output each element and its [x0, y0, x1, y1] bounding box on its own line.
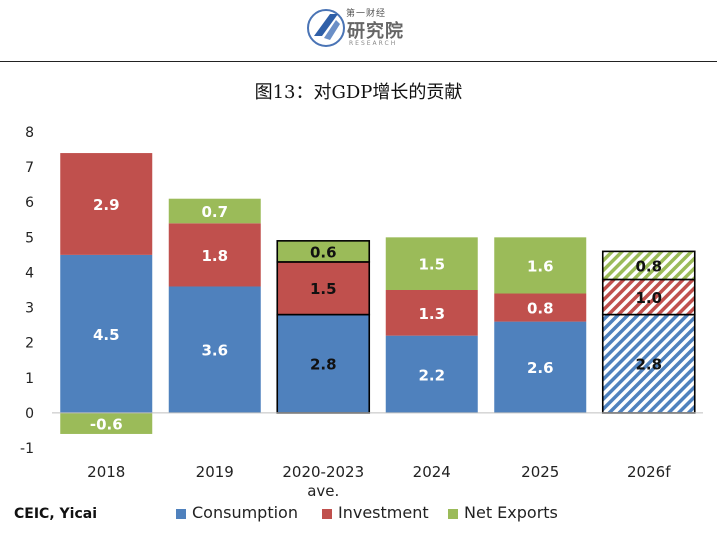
logo-main-text: 研究院: [347, 21, 404, 42]
x-tick-label: 2024: [413, 463, 451, 481]
header-divider: [0, 61, 717, 62]
bar-investment-3: [276, 261, 371, 316]
bars: [60, 153, 696, 434]
bar-consumption-1: [60, 254, 153, 413]
bar-net-exports-1: [60, 412, 153, 434]
logo-small-text: 第一财经: [346, 9, 387, 19]
chart-title: 图13：对GDP增长的贡献: [254, 82, 463, 103]
y-tick-label: 2: [25, 336, 34, 352]
y-axis: -1 0 1 2 3 4 5 6 7 8: [20, 125, 34, 457]
data-label-net-exports-6: 0.8: [635, 257, 662, 275]
logo-emblem-icon: [307, 9, 345, 47]
data-label-net-exports-4: 1.5: [418, 256, 445, 274]
x-tick-label: 2025: [521, 463, 559, 481]
data-label-investment-2: 1.8: [201, 247, 228, 265]
data-label-investment-4: 1.3: [418, 305, 445, 323]
y-tick-label: 5: [25, 230, 34, 246]
bar-consumption-5: [494, 321, 587, 413]
y-tick-label: -1: [20, 441, 34, 457]
data-label-investment-5: 0.8: [527, 300, 554, 318]
legend-swatch-consumption: [176, 509, 186, 519]
bar-investment-5: [494, 293, 587, 322]
logo-sub-text: RESEARCH: [349, 40, 398, 47]
x-tick-label: 2019: [196, 463, 234, 481]
data-label-consumption-1: 4.5: [93, 326, 120, 344]
data-label-investment-3: 1.5: [310, 280, 337, 298]
bar-net-exports-4: [385, 237, 478, 290]
x-tick-label: 2020-2023: [282, 463, 364, 481]
data-label-consumption-2: 3.6: [201, 342, 228, 360]
y-tick-label: 4: [25, 265, 34, 281]
data-label-net-exports-3: 0.6: [310, 243, 337, 261]
legend-swatch-investment: [322, 509, 332, 519]
data-label-consumption-5: 2.6: [527, 359, 554, 377]
legend-label-consumption: Consumption: [192, 503, 298, 522]
data-label-consumption-4: 2.2: [418, 366, 445, 384]
data-label-investment-1: 2.9: [93, 196, 120, 214]
y-tick-label: 0: [25, 406, 34, 422]
bar-net-exports-6: [601, 250, 696, 281]
bar-investment-4: [385, 290, 478, 336]
x-tick-label: ave.: [307, 482, 339, 500]
legend-label-investment: Investment: [338, 503, 429, 522]
data-label-consumption-3: 2.8: [310, 356, 337, 374]
y-tick-label: 3: [25, 301, 34, 317]
bar-consumption-3: [276, 313, 371, 414]
yicai-research-logo: [306, 6, 416, 56]
bar-consumption-2: [168, 286, 261, 413]
bar-investment-1: [60, 153, 153, 255]
bar-investment-6: [601, 278, 696, 316]
bar-consumption-4: [385, 335, 478, 413]
source-note: CEIC, Yicai: [14, 506, 97, 522]
x-tick-label: 2018: [87, 463, 125, 481]
bar-labels: 4.5 2.9 -0.6 3.6 1.8 0.7 2.8 1.5 0.6 2.2 1.3 1.5 2.6…: [90, 196, 662, 433]
bar-net-exports-3: [276, 240, 371, 263]
y-tick-label: 6: [25, 195, 34, 211]
data-label-consumption-6: 2.8: [635, 356, 662, 374]
data-label-net-exports-5: 1.6: [527, 257, 554, 275]
y-tick-label: 8: [25, 125, 34, 141]
header: 第一财经 研究院 RESEARCH: [0, 0, 717, 62]
x-tick-label: 2026f: [627, 463, 671, 481]
legend-swatch-net-exports: [448, 509, 458, 519]
bar-net-exports-2: [168, 198, 261, 224]
y-tick-label: 7: [25, 160, 34, 176]
legend-label-net-exports: Net Exports: [464, 503, 558, 522]
data-label-net-exports-1: -0.6: [90, 415, 123, 433]
bar-consumption-6: [601, 313, 696, 414]
data-label-investment-6: 1.0: [635, 289, 662, 307]
bar-net-exports-5: [494, 237, 587, 294]
data-label-net-exports-2: 0.7: [201, 203, 228, 221]
y-tick-label: 1: [25, 371, 34, 387]
bar-investment-2: [168, 223, 261, 287]
